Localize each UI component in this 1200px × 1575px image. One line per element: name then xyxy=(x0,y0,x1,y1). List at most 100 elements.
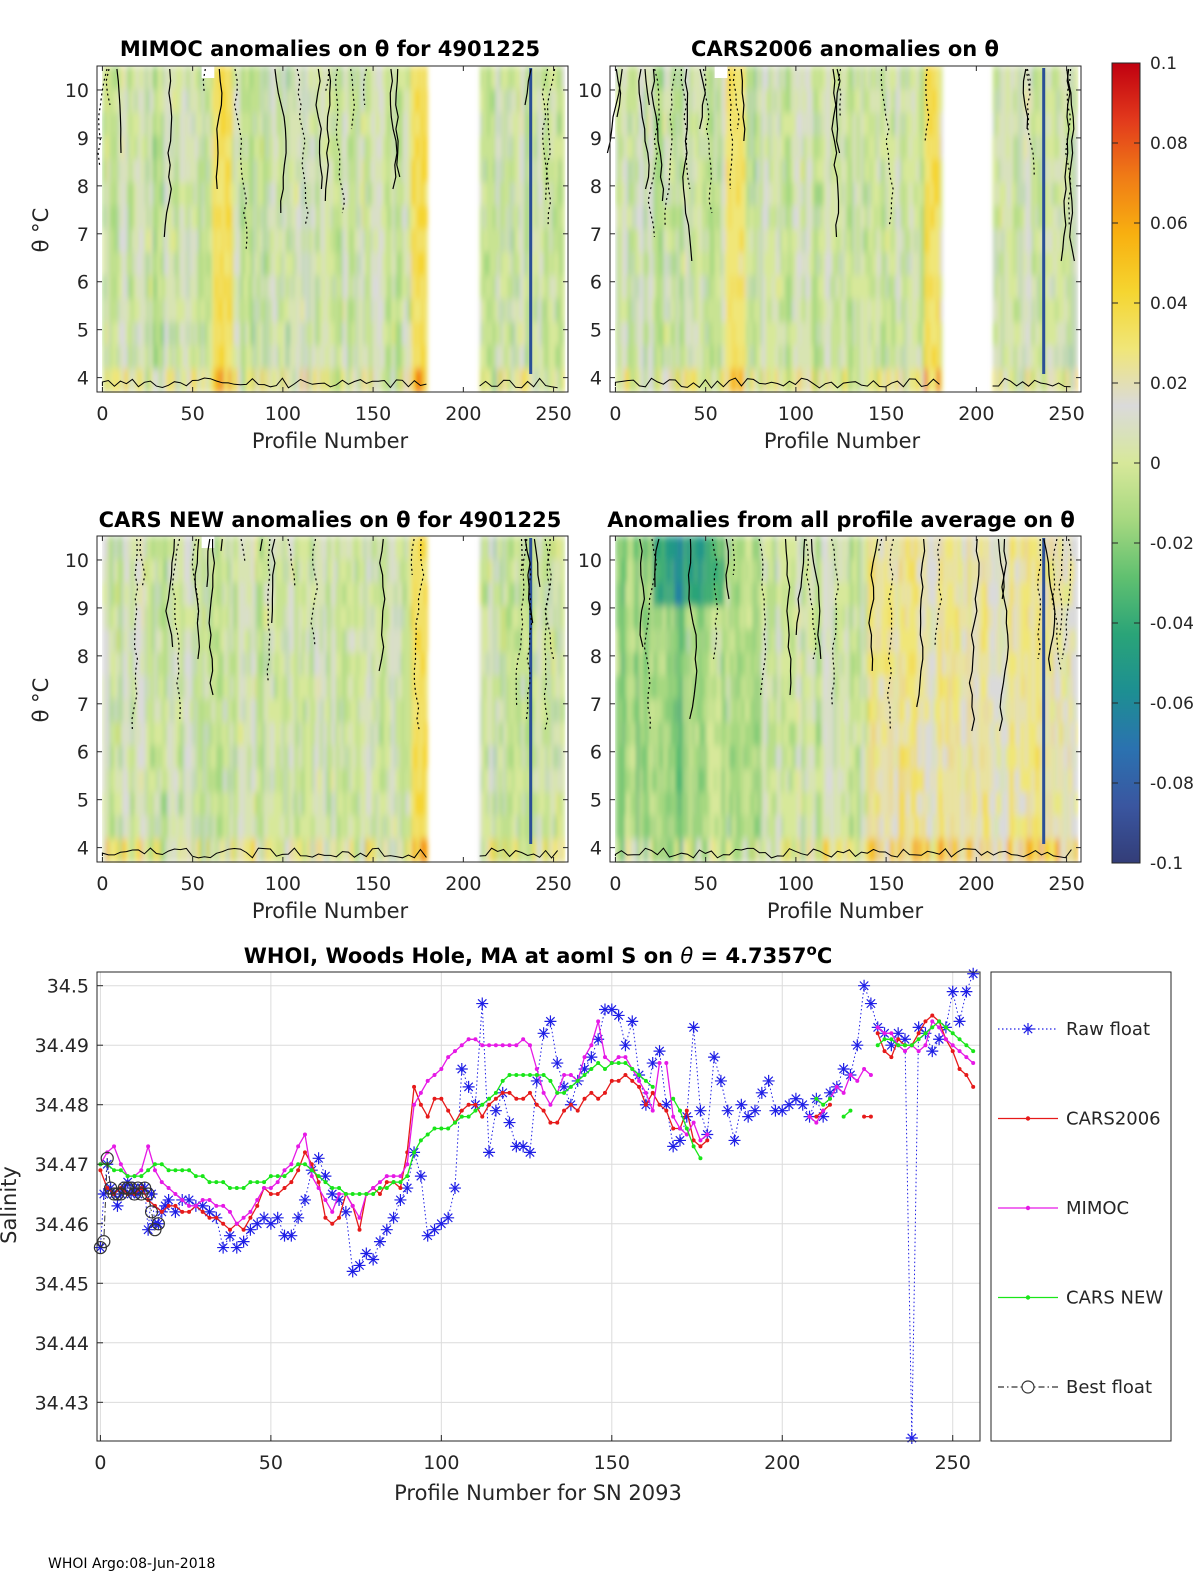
anomaly-cell xyxy=(185,89,188,114)
anomaly-cell xyxy=(120,182,124,207)
anomaly-cell xyxy=(167,298,170,324)
anomaly-cell xyxy=(129,159,133,184)
anomaly-cell xyxy=(115,229,118,254)
anomaly-cell xyxy=(174,89,178,114)
anomaly-cell xyxy=(169,252,172,277)
anomaly-cell xyxy=(174,205,178,230)
anomaly-cell xyxy=(129,275,133,300)
anomaly-cell xyxy=(125,205,129,230)
anomaly-cell xyxy=(116,182,120,207)
anomaly-cell xyxy=(174,345,178,370)
anomaly-cell xyxy=(165,298,169,324)
anomaly-cell xyxy=(147,298,151,324)
anomaly-cell xyxy=(180,135,183,161)
anomaly-cell xyxy=(147,112,151,137)
anomaly-cell xyxy=(102,182,105,207)
anomaly-cell xyxy=(129,66,133,91)
anomaly-cell xyxy=(113,159,116,184)
anomaly-cell xyxy=(142,159,145,184)
anomaly-cell xyxy=(183,135,187,161)
anomaly-cell xyxy=(151,205,154,230)
anomaly-cell xyxy=(189,182,192,207)
anomaly-cell xyxy=(136,135,140,161)
anomaly-cell xyxy=(169,229,172,254)
anomaly-cell xyxy=(106,229,109,254)
anomaly-cell xyxy=(142,345,145,370)
anomaly-cell xyxy=(145,252,149,277)
anomaly-cell xyxy=(102,322,105,347)
anomaly-cell xyxy=(152,229,156,254)
anomaly-cell xyxy=(181,368,185,393)
anomaly-cell xyxy=(180,298,183,324)
anomaly-cell xyxy=(145,229,149,254)
anomaly-cell xyxy=(136,368,140,393)
anomaly-cell xyxy=(124,205,127,230)
anomaly-cell xyxy=(156,368,160,393)
anomaly-cell xyxy=(116,368,120,393)
anomaly-cell xyxy=(111,229,114,254)
anomaly-cell xyxy=(149,89,152,114)
anomaly-cell xyxy=(127,89,131,114)
anomaly-cell xyxy=(149,159,152,184)
anomaly-cell xyxy=(111,205,114,230)
anomaly-cell xyxy=(151,345,154,370)
anomaly-cell xyxy=(122,159,125,184)
anomaly-cell xyxy=(127,229,131,254)
anomaly-cell xyxy=(138,275,142,300)
anomaly-cell xyxy=(172,345,176,370)
anomaly-cell xyxy=(178,345,181,370)
anomaly-cell xyxy=(156,66,160,91)
anomaly-cell xyxy=(180,322,183,347)
anomaly-cell xyxy=(136,89,140,114)
anomaly-cell xyxy=(107,112,111,137)
anomaly-cell xyxy=(115,275,118,300)
anomaly-cell xyxy=(104,135,107,161)
anomaly-cell xyxy=(142,229,145,254)
anomaly-cell xyxy=(104,229,107,254)
anomaly-cell xyxy=(167,182,170,207)
anomaly-cell xyxy=(140,275,143,300)
anomaly-cell xyxy=(113,298,116,324)
anomaly-cell xyxy=(122,135,125,161)
anomaly-cell xyxy=(125,368,129,393)
anomaly-cell xyxy=(180,252,183,277)
anomaly-cell xyxy=(134,182,138,207)
anomaly-cell xyxy=(152,345,156,370)
anomaly-cell xyxy=(562,112,566,137)
anomaly-cell xyxy=(149,112,152,137)
anomaly-cell xyxy=(149,252,152,277)
anomaly-cell xyxy=(172,205,176,230)
anomaly-cell xyxy=(120,159,124,184)
anomaly-cell xyxy=(160,345,163,370)
anomaly-cell xyxy=(107,182,111,207)
anomaly-cell xyxy=(149,182,152,207)
mimoc-x-label: Profile Number xyxy=(252,429,409,453)
anomaly-cell xyxy=(152,159,156,184)
anomaly-cell xyxy=(131,182,134,207)
y-tick-label: 6 xyxy=(77,272,89,294)
anomaly-cell xyxy=(124,159,127,184)
anomaly-cell xyxy=(120,298,124,324)
anomaly-cell xyxy=(174,252,178,277)
anomaly-cell xyxy=(181,322,185,347)
anomaly-cell xyxy=(172,135,176,161)
anomaly-cell xyxy=(136,275,140,300)
anomaly-cell xyxy=(131,229,134,254)
anomaly-cell xyxy=(172,368,176,393)
anomaly-cell xyxy=(162,275,165,300)
anomaly-cell xyxy=(140,112,143,137)
anomaly-cell xyxy=(167,368,170,393)
anomaly-cell xyxy=(156,252,160,277)
anomaly-cell xyxy=(145,89,149,114)
anomaly-cell xyxy=(138,252,142,277)
anomaly-cell xyxy=(158,345,161,370)
anomaly-cell xyxy=(116,229,120,254)
y-tick-label: 9 xyxy=(77,128,89,150)
y-tick-label: 5 xyxy=(77,320,89,342)
anomaly-cell xyxy=(178,89,181,114)
anomaly-cell xyxy=(174,66,178,91)
anomaly-cell xyxy=(172,89,176,114)
anomaly-cell xyxy=(138,298,142,324)
anomaly-cell xyxy=(109,322,113,347)
anomaly-cell xyxy=(127,182,131,207)
